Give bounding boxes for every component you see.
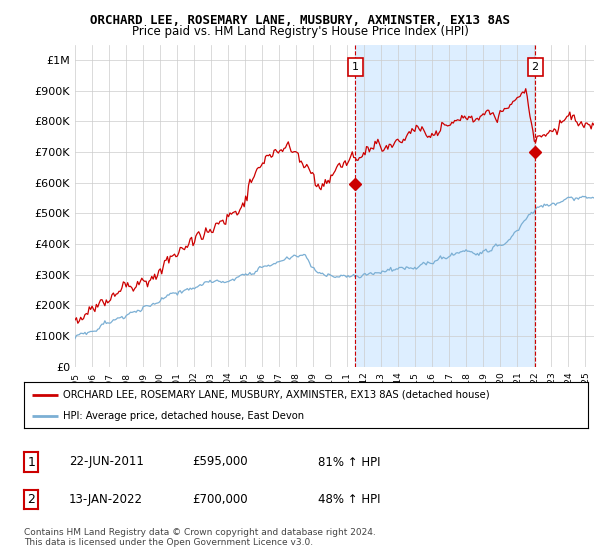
Text: 13-JAN-2022: 13-JAN-2022	[69, 493, 143, 506]
Text: 2: 2	[532, 62, 539, 72]
Text: £700,000: £700,000	[192, 493, 248, 506]
Text: 1: 1	[27, 455, 35, 469]
Text: Price paid vs. HM Land Registry's House Price Index (HPI): Price paid vs. HM Land Registry's House …	[131, 25, 469, 38]
Text: Contains HM Land Registry data © Crown copyright and database right 2024.
This d: Contains HM Land Registry data © Crown c…	[24, 528, 376, 547]
Text: 1: 1	[352, 62, 359, 72]
Text: £595,000: £595,000	[192, 455, 248, 469]
Text: 2: 2	[27, 493, 35, 506]
Text: ORCHARD LEE, ROSEMARY LANE, MUSBURY, AXMINSTER, EX13 8AS: ORCHARD LEE, ROSEMARY LANE, MUSBURY, AXM…	[90, 14, 510, 27]
Bar	[355, 45, 535, 367]
Text: HPI: Average price, detached house, East Devon: HPI: Average price, detached house, East…	[64, 411, 305, 421]
Text: 48% ↑ HPI: 48% ↑ HPI	[318, 493, 380, 506]
Text: ORCHARD LEE, ROSEMARY LANE, MUSBURY, AXMINSTER, EX13 8AS (detached house): ORCHARD LEE, ROSEMARY LANE, MUSBURY, AXM…	[64, 390, 490, 400]
Text: 81% ↑ HPI: 81% ↑ HPI	[318, 455, 380, 469]
Text: 22-JUN-2011: 22-JUN-2011	[69, 455, 144, 469]
